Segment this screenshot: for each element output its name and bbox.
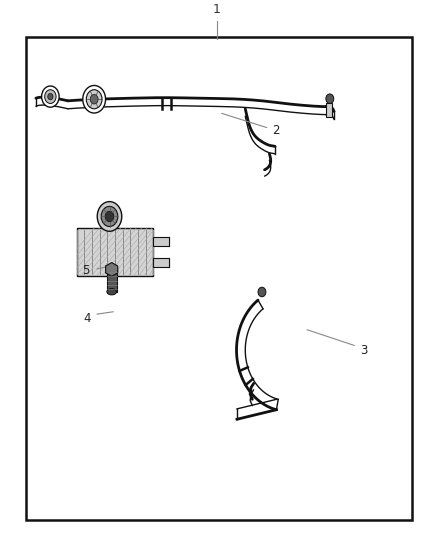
Circle shape — [83, 85, 106, 113]
Text: 1: 1 — [213, 3, 221, 16]
Circle shape — [42, 86, 59, 107]
Bar — [153, 257, 169, 267]
Circle shape — [97, 201, 122, 231]
Text: 2: 2 — [272, 124, 280, 136]
FancyBboxPatch shape — [77, 228, 153, 276]
Circle shape — [105, 211, 114, 222]
Bar — [153, 237, 169, 246]
Circle shape — [48, 93, 53, 100]
Text: 5: 5 — [82, 264, 89, 277]
Ellipse shape — [107, 288, 117, 295]
Bar — [107, 270, 117, 292]
Bar — [26, 37, 412, 520]
Text: 3: 3 — [360, 344, 367, 357]
Circle shape — [86, 90, 102, 109]
Bar — [326, 103, 332, 117]
Circle shape — [90, 94, 98, 104]
Circle shape — [101, 206, 118, 227]
Circle shape — [326, 94, 334, 103]
Circle shape — [45, 90, 56, 103]
Circle shape — [258, 287, 266, 297]
Text: 4: 4 — [84, 312, 92, 325]
Polygon shape — [106, 263, 118, 276]
